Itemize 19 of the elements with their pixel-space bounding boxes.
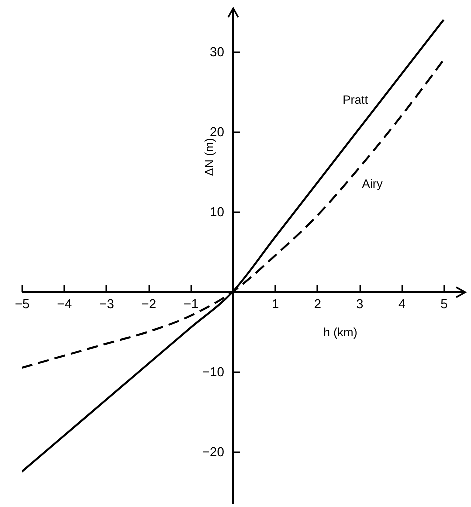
x-tick-label: −1: [184, 296, 199, 312]
x-tick-label: 4: [398, 296, 406, 312]
y-tick-label: 30: [210, 44, 224, 60]
y-axis-title: ΔN (m): [202, 138, 216, 176]
series-label: Pratt: [342, 92, 369, 107]
x-tick-label: 5: [440, 296, 448, 312]
x-axis-title: h (km): [324, 326, 358, 340]
x-tick-label: 1: [272, 296, 280, 312]
y-tick-label: 10: [210, 204, 224, 220]
x-tick-label: −2: [142, 296, 156, 312]
series-label: Airy: [362, 177, 383, 191]
x-tick-label: −3: [99, 296, 114, 312]
y-tick-label: −20: [202, 444, 224, 460]
y-tick-label: −10: [202, 364, 224, 380]
y-tick-label: 20: [210, 124, 224, 140]
x-tick-label: −5: [15, 296, 30, 312]
x-tick-label: −4: [57, 296, 72, 312]
x-tick-label: 3: [356, 296, 364, 312]
x-tick-label: 2: [314, 296, 322, 312]
